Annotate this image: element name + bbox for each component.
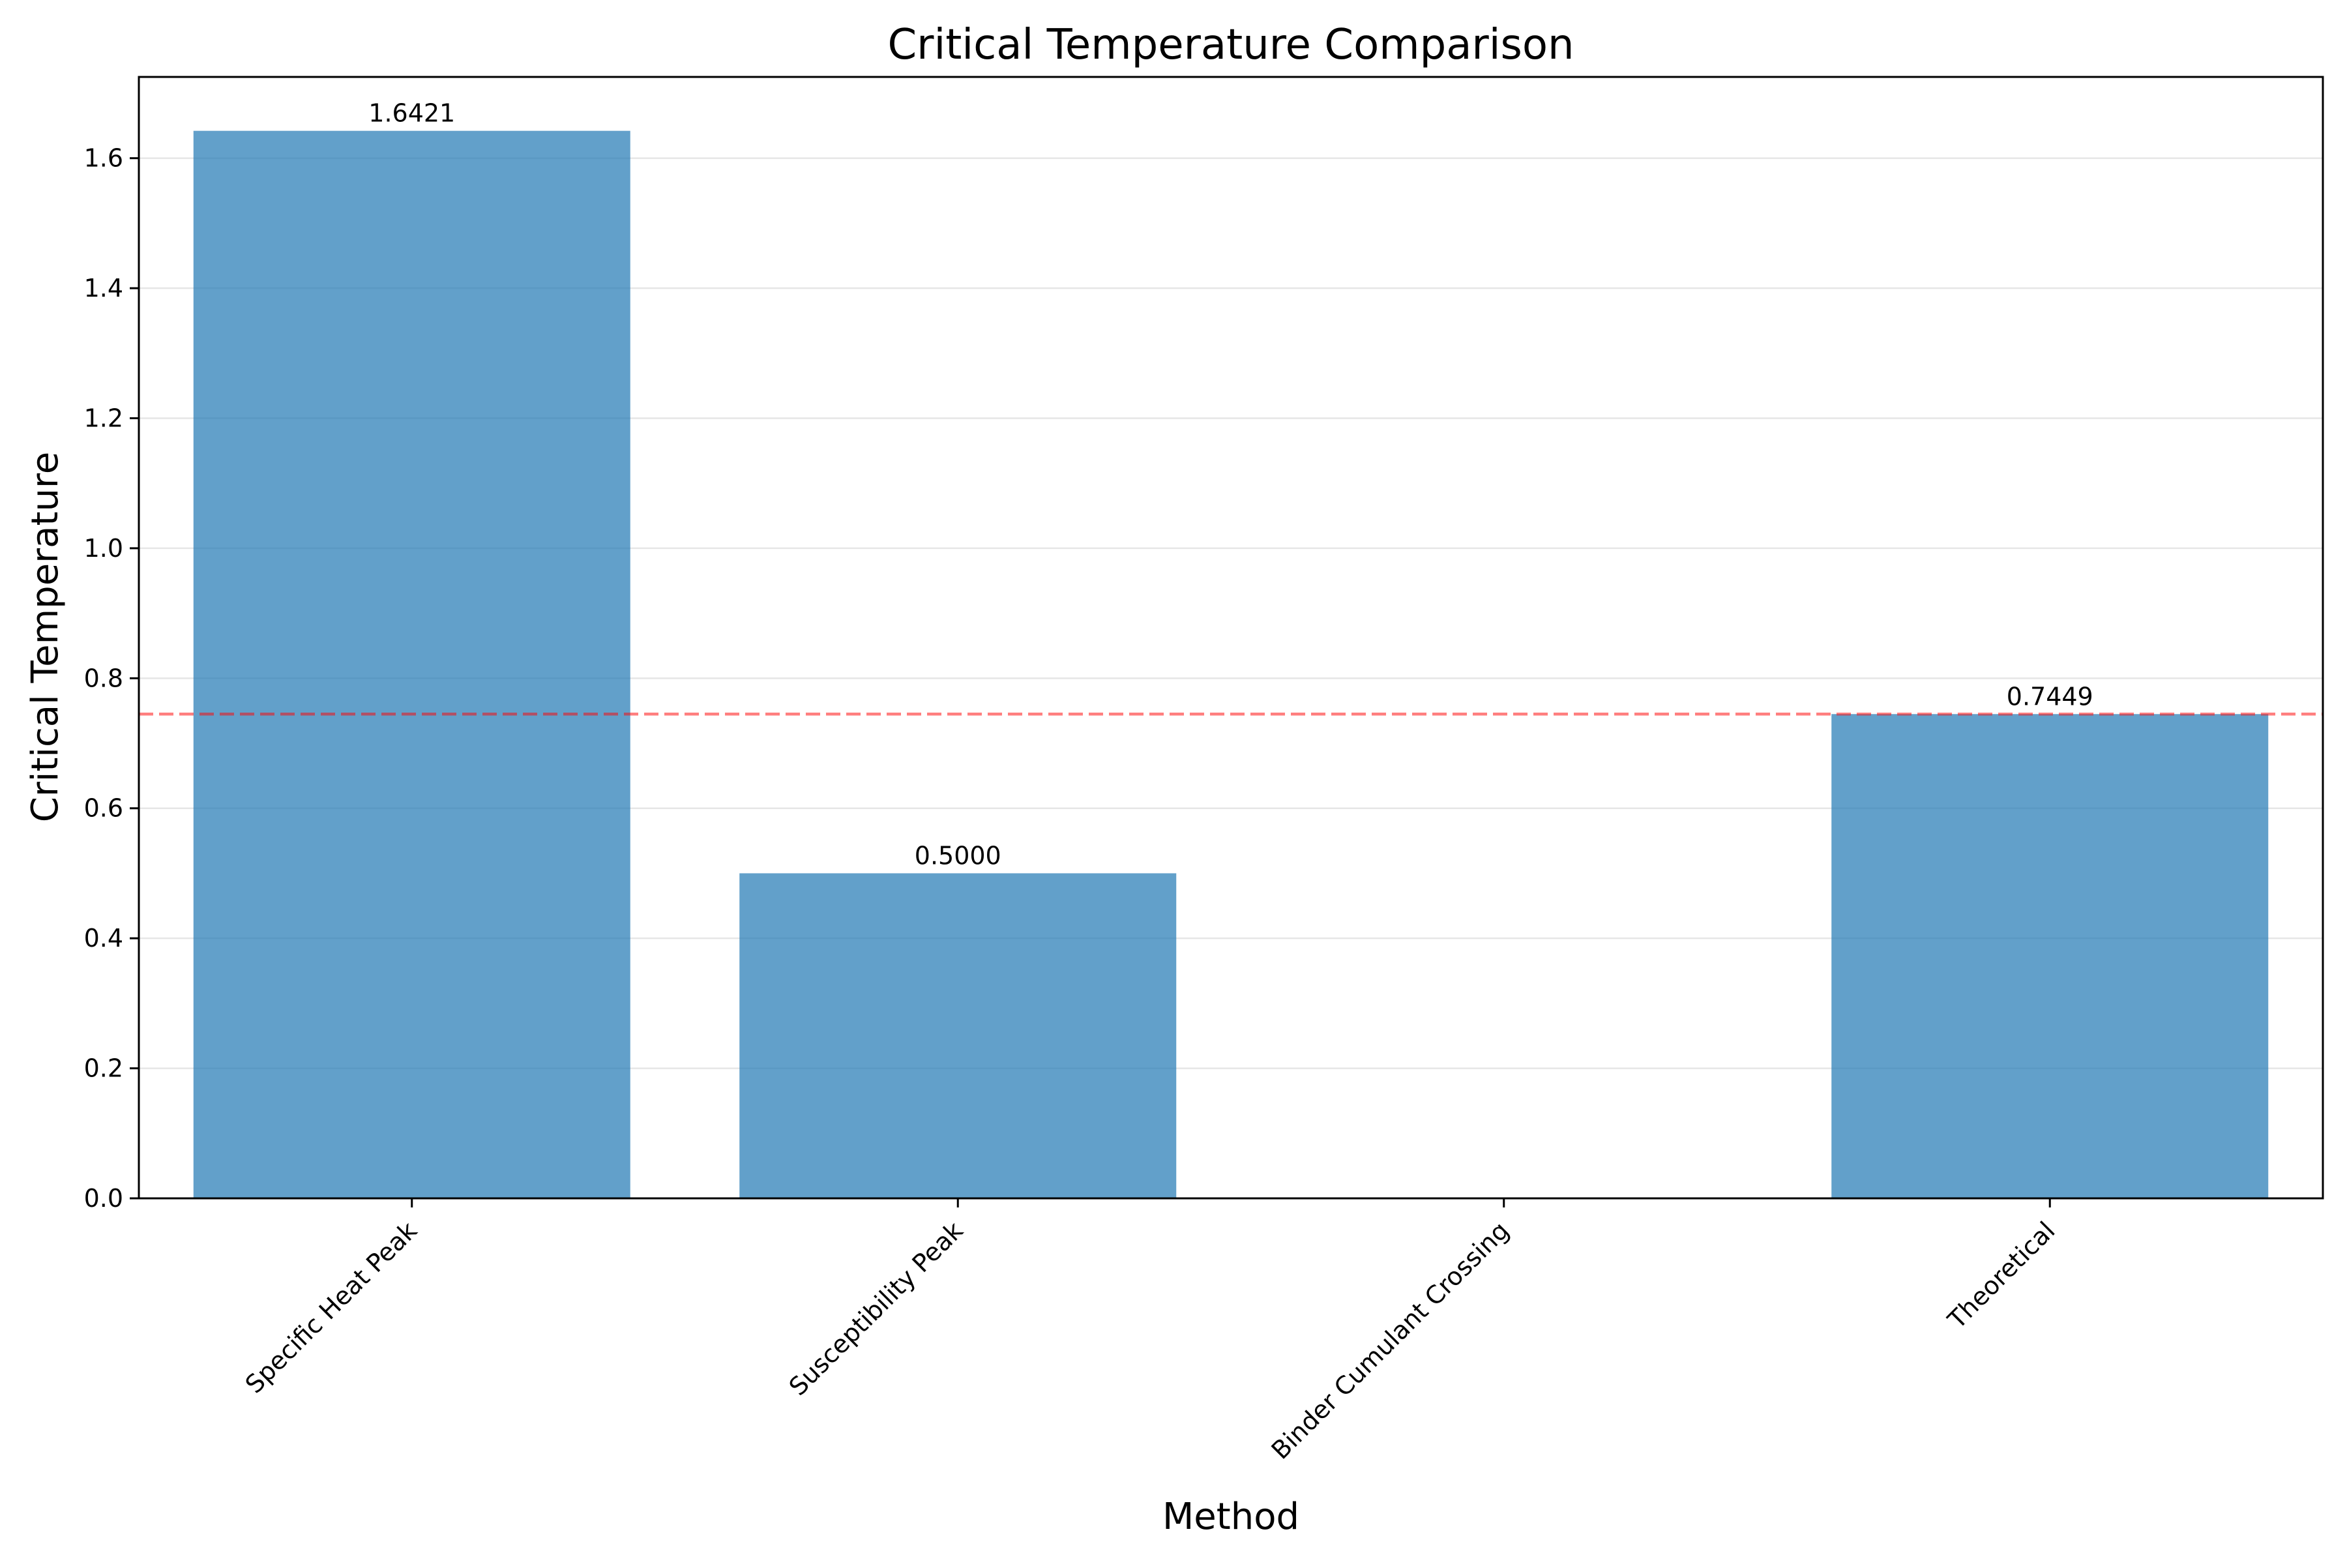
bar [739,873,1177,1198]
bar [193,130,630,1199]
bar-value-label: 0.5000 [915,841,1001,870]
y-tick-label: 1.6 [84,144,123,173]
y-tick-label: 1.0 [84,534,123,563]
bar-value-label: 0.7449 [2007,682,2093,711]
bar [1831,714,2269,1198]
plot-frame [138,76,2324,1200]
y-tick-label: 1.2 [84,404,123,432]
y-tick-label: 0.8 [84,664,123,692]
y-tick-label: 0.4 [84,924,123,953]
y-tick-label: 0.0 [84,1184,123,1213]
chart-title: Critical Temperature Comparison [887,21,1574,69]
bar-layer [193,130,2269,1199]
bar-value-label-layer: 1.6421 0.5000 0.7449 [368,99,2093,870]
y-tick-label: 1.4 [84,274,123,303]
y-tick-label: 0.2 [84,1054,123,1083]
y-axis-label: Critical Temperature [24,452,66,822]
x-axis-label: Method [1162,1496,1299,1538]
y-tick-label: 0.6 [84,794,123,823]
bar-value-label: 1.6421 [368,99,455,128]
